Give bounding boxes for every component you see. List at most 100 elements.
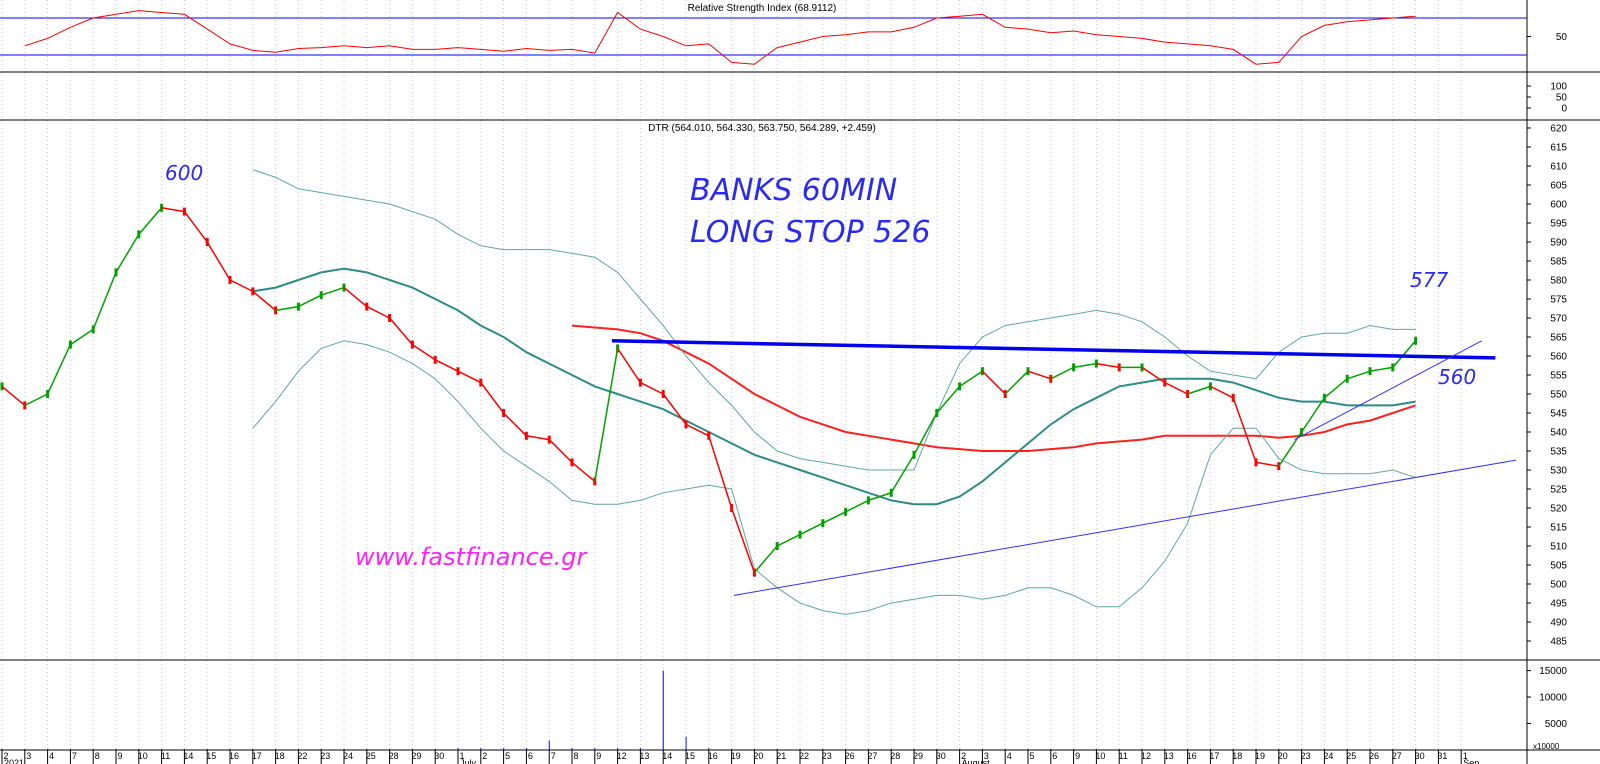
price-bar [1414,336,1418,345]
annotation: LONG STOP 526 [690,215,931,250]
price-segment [1,385,26,406]
y-tick-label: 575 [1550,294,1567,305]
volume-bar [571,747,573,750]
volume-bar [1392,748,1394,750]
volume-bar [1369,748,1371,750]
volume-bar [776,748,778,750]
x-tick-label: 28 [890,751,900,761]
volume-bar [1095,748,1098,750]
moving-average [252,169,1416,471]
volume-bar [1,748,3,750]
x-tick-label: 16 [1187,751,1197,761]
price-segment [503,412,527,437]
x-tick-label: 22 [297,751,307,761]
price-segment [640,381,664,395]
volume-bar [1073,748,1075,750]
volume-bar [753,748,756,750]
volume-bar [981,748,984,750]
y-tick-label: 590 [1550,237,1567,248]
x-tick-label: 17 [252,751,262,761]
y-tick-label: 600 [1550,199,1567,210]
volume-bar [297,748,300,750]
volume-bar [731,748,733,750]
x-tick-label: 5 [505,751,510,761]
x-tick-label: 7 [72,751,77,761]
x-tick-label: 4 [1007,751,1012,761]
annotation: 560 [1438,365,1476,389]
moving-average [252,340,1416,615]
price-segment [981,370,1006,395]
volume-bar [1141,748,1143,750]
price-segment [1300,397,1326,433]
price-segment [1255,461,1279,467]
volume-bar [1004,748,1006,750]
volume-bar [320,748,322,750]
price-segment [616,347,642,384]
price-segment [1369,366,1393,372]
x-tick-label: 10 [1095,751,1105,761]
price-segment [457,370,482,384]
volume-bar [799,748,801,750]
x-tick-label: 31 [1437,751,1447,761]
y-tick-label: 500 [1550,579,1567,590]
y-tick-label: 540 [1550,427,1567,438]
volume-bar [366,748,368,750]
y-tick-label: 545 [1550,408,1567,419]
y-tick-label: 535 [1550,446,1567,457]
price-segment [868,492,892,502]
y-tick-label: 595 [1550,218,1567,229]
x-tick-label: 26 [845,751,855,761]
x-tick-label: 20 [753,751,763,761]
panel-title: DTR (564.010, 564.330, 563.750, 564.289,… [648,123,876,134]
volume-bar [890,748,892,750]
volume-bar [480,747,482,750]
price-segment [594,348,619,482]
volume-bar [1346,748,1348,750]
trendline [733,459,1517,596]
volume-bar [685,736,687,750]
x-tick-label: 13 [639,751,649,761]
y-tick-label: 495 [1550,598,1567,609]
x-tick-label: 1 [459,751,464,761]
x-tick-label: 15 [206,751,216,761]
volume-bar [822,748,824,750]
price-segment [776,533,801,547]
month-label: July [460,758,477,764]
volume-bar [434,748,436,750]
price-segment [411,343,436,361]
volume-bar [1232,748,1234,750]
volume-bar [1323,748,1326,750]
x-tick-label: 4 [49,751,54,761]
volume-bar [867,748,870,750]
x-tick-label: 14 [662,751,672,761]
y-tick-label: 10000 [1539,693,1567,704]
price-segment [526,435,550,441]
annotation: BANKS 60MIN [690,173,897,208]
x-tick-label: 11 [1119,751,1128,761]
volume-bar [275,748,277,750]
price-segment [1164,381,1188,395]
price-segment [571,461,596,482]
x-tick-label: 16 [708,751,718,761]
x-tick-label: 2 [482,751,487,761]
price-segment [730,507,756,573]
x-tick-label: 14 [183,751,193,761]
unit-label: x10000 [1533,742,1560,751]
price-segment [434,359,459,372]
volume-bar [206,748,208,750]
y-tick-label: 565 [1550,332,1567,343]
price-segment [46,344,72,395]
volume-bar [1118,748,1120,750]
price-segment [753,545,778,574]
trendline [1294,340,1482,441]
volume-bar [92,748,94,750]
x-tick-label: 30 [936,751,946,761]
x-tick-label: 20 [1278,751,1288,761]
volume-bar [1415,748,1417,750]
moving-average [252,267,1416,506]
price-segment [69,328,94,346]
volume-bar [47,748,49,750]
y-tick-label: 610 [1550,161,1567,172]
x-tick-label: 2 [961,751,966,761]
